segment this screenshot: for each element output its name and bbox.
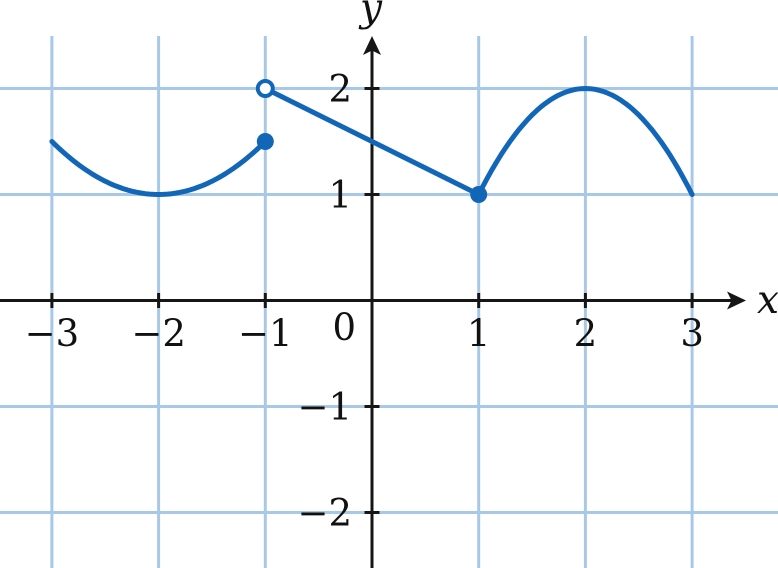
x-tick-label: 2 xyxy=(574,312,598,355)
y-tick-label: 2 xyxy=(328,68,352,111)
x-axis-label: x xyxy=(757,278,778,323)
piecewise-curve xyxy=(49,86,695,197)
curve-piece-right-parabola xyxy=(476,86,695,197)
x-tick-label: −3 xyxy=(25,312,80,355)
y-tick-label: 1 xyxy=(328,174,352,217)
x-tick-label: −1 xyxy=(238,312,293,355)
closed-point-marker xyxy=(256,133,274,150)
x-tick-label: −2 xyxy=(131,312,186,355)
y-tick-label: −1 xyxy=(297,386,352,429)
open-point-marker xyxy=(255,79,275,98)
x-tick-label: 1 xyxy=(467,312,491,355)
x-axis-arrow-icon xyxy=(727,291,746,310)
curve-piece-middle-segment xyxy=(262,86,482,197)
origin-label: 0 xyxy=(332,306,356,349)
axes xyxy=(0,36,746,568)
x-tick-label: 3 xyxy=(680,312,704,355)
y-tick-label: −2 xyxy=(297,492,352,535)
endpoint-markers xyxy=(255,79,488,203)
closed-point-marker xyxy=(470,186,488,203)
tick-labels: −3 −2 −1 1 2 3 −2 −1 1 2 xyxy=(25,68,704,535)
axis-ticks xyxy=(50,87,694,514)
y-axis-arrow-icon xyxy=(363,36,381,55)
curve-piece-left-parabola xyxy=(49,139,268,197)
axis-letter-labels: x y 0 xyxy=(332,0,778,349)
y-axis-label: y xyxy=(358,0,383,31)
